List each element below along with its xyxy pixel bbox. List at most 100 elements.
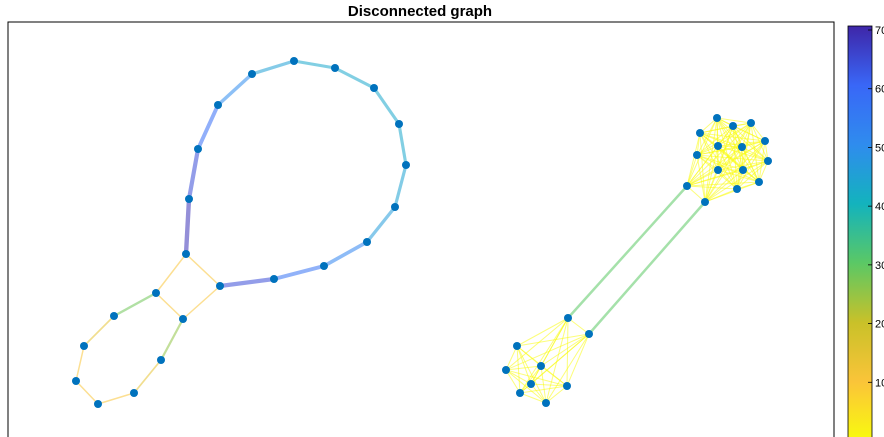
graph-edge xyxy=(393,163,408,209)
colorbar-tick-label: 20 xyxy=(875,319,884,331)
graph-edge xyxy=(516,345,521,394)
graph-edge xyxy=(566,184,689,320)
graph-node xyxy=(185,195,193,203)
graph-edge xyxy=(185,253,221,287)
graph-node xyxy=(755,178,763,186)
graph-edge xyxy=(717,160,769,171)
graph-edge xyxy=(587,200,707,336)
graph-node xyxy=(194,145,202,153)
graph-edge xyxy=(686,169,744,187)
graph-edge xyxy=(704,169,719,203)
graph-node xyxy=(270,275,278,283)
edges-layer xyxy=(75,59,769,405)
graph-edge xyxy=(216,72,254,107)
graph-edge xyxy=(505,369,547,404)
graph-edge xyxy=(217,276,277,289)
graph-edge xyxy=(750,122,760,183)
graph-edge xyxy=(567,317,590,335)
graph-node xyxy=(563,382,571,390)
graph-edge xyxy=(716,117,752,124)
graph-edge xyxy=(322,240,369,268)
graph-node xyxy=(693,151,701,159)
graph-node xyxy=(94,400,102,408)
graph-node xyxy=(320,262,328,270)
graph-edge xyxy=(717,169,738,190)
graph-edge xyxy=(540,365,568,387)
graph-node xyxy=(391,203,399,211)
graph-node xyxy=(331,64,339,72)
graph-edge xyxy=(505,365,542,371)
graph-node xyxy=(110,312,118,320)
graph-edge xyxy=(696,154,744,171)
graph-edge xyxy=(372,86,401,126)
graph-edge xyxy=(686,154,698,187)
graph-node xyxy=(80,342,88,350)
graph-edge xyxy=(365,205,397,244)
graph-edge xyxy=(250,59,296,76)
graph-edge xyxy=(704,160,769,203)
graph-edge xyxy=(566,333,590,387)
graph-node xyxy=(764,157,772,165)
graph-edge xyxy=(704,188,738,203)
graph-edge xyxy=(505,345,518,371)
graph-node xyxy=(701,198,709,206)
graph-edge xyxy=(519,385,568,394)
graph-node xyxy=(130,389,138,397)
nodes-layer xyxy=(72,57,772,408)
plot-area xyxy=(7,21,835,437)
graph-node xyxy=(713,114,721,122)
graph-node xyxy=(152,289,160,297)
graph-edge xyxy=(519,365,542,394)
graph-edge xyxy=(699,132,719,171)
graph-node xyxy=(714,166,722,174)
graph-node xyxy=(214,101,222,109)
graph-edge xyxy=(540,333,590,367)
graph-edge xyxy=(75,380,99,405)
colorbar-tick-label: 10 xyxy=(875,377,884,389)
graph-edge xyxy=(530,383,568,387)
graph-edge xyxy=(516,317,569,347)
colorbar-ticks: 10 20 30 40 50 60 70 xyxy=(868,25,884,389)
graph-edge xyxy=(717,145,743,148)
graph-edge xyxy=(686,169,719,187)
colorbar: 10 20 30 40 50 60 70 xyxy=(847,25,884,437)
graph-edge xyxy=(686,185,706,203)
graph-edge xyxy=(686,185,738,190)
graph-edge xyxy=(545,385,568,404)
graph-edge xyxy=(516,345,547,404)
graph-node xyxy=(527,380,535,388)
graph-edge xyxy=(83,315,115,347)
graph-node xyxy=(733,185,741,193)
graph-edge xyxy=(183,196,192,257)
graph-edge xyxy=(75,345,85,382)
graph-edge xyxy=(155,253,187,294)
graph-edge xyxy=(686,181,760,187)
graph-edge xyxy=(699,132,766,142)
colorbar-tick-label: 40 xyxy=(875,201,884,213)
graph-edge xyxy=(696,154,769,162)
graph-node xyxy=(516,389,524,397)
graph-edge xyxy=(736,146,743,190)
graph-edge xyxy=(133,359,162,394)
graph-node xyxy=(395,120,403,128)
graph-edge xyxy=(699,132,706,203)
graph-edge xyxy=(736,160,769,190)
graph-edge xyxy=(155,292,184,320)
graph-edge xyxy=(686,132,701,187)
graph-edge xyxy=(696,122,752,156)
graph-edge xyxy=(545,333,590,404)
graph-node xyxy=(564,314,572,322)
graph-node xyxy=(696,129,704,137)
graph-edge xyxy=(196,103,220,151)
graph-edge xyxy=(717,145,738,190)
graph-edge xyxy=(186,146,201,202)
graph-node xyxy=(585,330,593,338)
graph-node xyxy=(537,362,545,370)
graph-edge xyxy=(97,392,135,405)
graph-edge xyxy=(704,145,719,203)
graph-edge xyxy=(686,122,752,187)
graph-node xyxy=(216,282,224,290)
graph-edge xyxy=(159,317,185,362)
colorbar-tick-label: 70 xyxy=(875,25,884,37)
